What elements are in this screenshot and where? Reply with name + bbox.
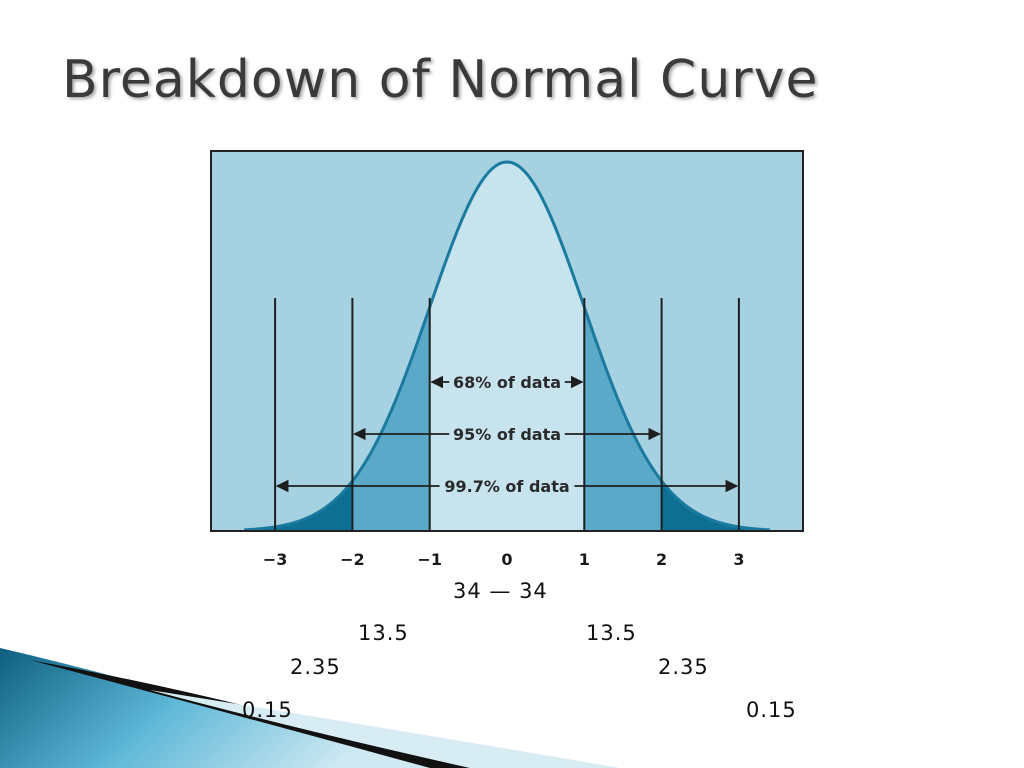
- percentage-label: 0.15: [746, 698, 797, 722]
- percentage-label: 13.5: [358, 621, 409, 645]
- percentage-label: 2.35: [290, 655, 341, 679]
- x-tick-label: −1: [417, 550, 442, 569]
- percentage-label: 34 — 34: [453, 579, 548, 603]
- slide-title: Breakdown of Normal Curve: [62, 50, 819, 110]
- x-tick-label: 0: [501, 550, 512, 569]
- outer-tail-right: [661, 481, 770, 531]
- center-region: [429, 162, 585, 531]
- normal-curve-line: [244, 160, 770, 532]
- x-tick-label: 1: [579, 550, 590, 569]
- percentage-label: 2.35: [658, 655, 709, 679]
- span-label: 95% of data: [453, 425, 561, 444]
- x-tick-label: 3: [733, 550, 744, 569]
- span-label: 99.7% of data: [444, 477, 569, 496]
- x-tick-label: −3: [263, 550, 288, 569]
- percentage-label: 0.15: [242, 698, 293, 722]
- percentage-label: 13.5: [586, 621, 637, 645]
- span-label: 68% of data: [453, 373, 561, 392]
- outer-tail-left: [244, 481, 353, 531]
- x-tick-label: 2: [656, 550, 667, 569]
- x-tick-label: −2: [340, 550, 365, 569]
